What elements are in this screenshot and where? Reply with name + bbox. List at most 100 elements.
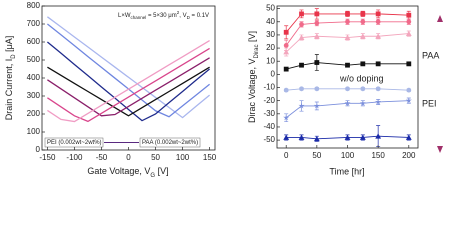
series-label: w/o doping bbox=[339, 73, 384, 83]
marker bbox=[375, 61, 381, 67]
marker bbox=[406, 12, 412, 18]
legend-label: PEI (0.002wt~2wt%) bbox=[47, 140, 102, 146]
marker bbox=[360, 11, 366, 17]
legend-box bbox=[139, 137, 201, 148]
marker bbox=[360, 19, 366, 25]
marker bbox=[405, 97, 412, 104]
series-line bbox=[285, 21, 409, 46]
x-tick-label: 50 bbox=[312, 151, 321, 160]
marker bbox=[406, 19, 412, 25]
x-axis-label: Gate Voltage, VG [V] bbox=[87, 166, 168, 178]
legend-label: PAA (0.002wt~2wt%) bbox=[142, 140, 198, 146]
marker bbox=[375, 11, 381, 17]
y-tick-label: 30 bbox=[266, 30, 275, 39]
marker bbox=[375, 33, 382, 39]
y-tick-label: 400 bbox=[27, 73, 41, 82]
y-axis-label: Dirac Voltage, VDirac [V] bbox=[247, 31, 259, 123]
pei-label: PEI bbox=[422, 98, 437, 108]
marker bbox=[299, 86, 304, 92]
marker bbox=[406, 87, 412, 93]
marker bbox=[283, 66, 289, 72]
y-tick-label: 100 bbox=[27, 127, 41, 136]
marker bbox=[375, 98, 382, 105]
y-tick-label: 500 bbox=[27, 55, 41, 64]
marker bbox=[375, 133, 382, 139]
marker bbox=[359, 100, 366, 106]
marker bbox=[298, 34, 305, 40]
series-line bbox=[47, 40, 210, 123]
marker bbox=[345, 19, 350, 25]
x-tick-label: 50 bbox=[151, 153, 160, 162]
marker bbox=[314, 86, 320, 92]
legend-box bbox=[44, 137, 104, 148]
y-tick-label: 10 bbox=[266, 56, 275, 65]
marker bbox=[345, 86, 350, 92]
series-line bbox=[47, 47, 210, 123]
marker bbox=[344, 134, 351, 140]
series-line bbox=[46, 41, 211, 122]
y-tick-label: 20 bbox=[266, 43, 275, 52]
marker bbox=[283, 134, 290, 140]
marker bbox=[345, 62, 350, 68]
marker bbox=[359, 33, 366, 39]
series-line bbox=[47, 57, 210, 117]
x-axis-label: Time [hr] bbox=[329, 166, 364, 176]
figure: Drain Current, ID [μA] Gate Voltage, VG … bbox=[4, 1, 443, 179]
x-tick-label: 0 bbox=[126, 153, 131, 162]
y-tick-label: -20 bbox=[263, 96, 275, 105]
marker bbox=[313, 102, 320, 109]
x-tick-label: 150 bbox=[371, 151, 385, 160]
marker bbox=[299, 22, 304, 27]
y-axis-label: Drain Current, ID [μA] bbox=[4, 36, 16, 121]
series-line bbox=[47, 66, 210, 117]
marker bbox=[283, 87, 289, 93]
marker bbox=[283, 43, 289, 48]
marker bbox=[299, 62, 304, 68]
x-tick-label: -150 bbox=[39, 153, 56, 162]
marker bbox=[283, 29, 289, 35]
series-line bbox=[47, 23, 210, 118]
x-tick-label: -100 bbox=[66, 153, 83, 162]
x-tick-label: 100 bbox=[176, 153, 190, 162]
marker bbox=[405, 30, 412, 37]
y-tick-label: 0 bbox=[271, 69, 276, 78]
marker bbox=[360, 86, 366, 92]
annotation: L×Wchannel = 5×30 μm2, VD = 0.1V bbox=[118, 10, 209, 20]
marker bbox=[313, 135, 320, 142]
x-tick-label: 150 bbox=[203, 153, 217, 162]
y-tick-label: 0 bbox=[36, 145, 41, 154]
y-tick-label: -30 bbox=[263, 109, 275, 118]
x-tick-label: 100 bbox=[341, 151, 355, 160]
marker bbox=[314, 11, 320, 17]
marker bbox=[344, 100, 351, 106]
marker bbox=[298, 102, 305, 109]
x-tick-label: -50 bbox=[96, 153, 108, 162]
y-tick-label: 800 bbox=[27, 1, 41, 10]
y-tick-label: 200 bbox=[27, 109, 41, 118]
marker bbox=[360, 61, 366, 67]
x-tick-label: 0 bbox=[284, 151, 289, 160]
marker bbox=[314, 60, 320, 65]
marker bbox=[375, 86, 381, 92]
y-tick-label: -40 bbox=[263, 122, 275, 131]
marker bbox=[359, 134, 366, 140]
y-tick-label: -50 bbox=[263, 135, 275, 144]
y-tick-label: 700 bbox=[27, 19, 41, 28]
marker bbox=[375, 19, 381, 25]
x-tick-label: 200 bbox=[402, 151, 416, 160]
paa-label: PAA bbox=[422, 50, 439, 60]
marker bbox=[345, 11, 350, 17]
y-tick-label: 50 bbox=[266, 4, 275, 13]
marker bbox=[283, 49, 290, 55]
y-tick-label: 600 bbox=[27, 37, 41, 46]
marker bbox=[344, 34, 351, 40]
marker bbox=[405, 134, 412, 140]
marker bbox=[283, 114, 290, 121]
marker bbox=[313, 33, 320, 39]
marker bbox=[299, 11, 304, 17]
marker bbox=[314, 20, 320, 26]
marker bbox=[298, 134, 305, 140]
series-line bbox=[47, 16, 211, 119]
y-tick-label: 40 bbox=[266, 17, 275, 26]
marker bbox=[406, 61, 412, 67]
